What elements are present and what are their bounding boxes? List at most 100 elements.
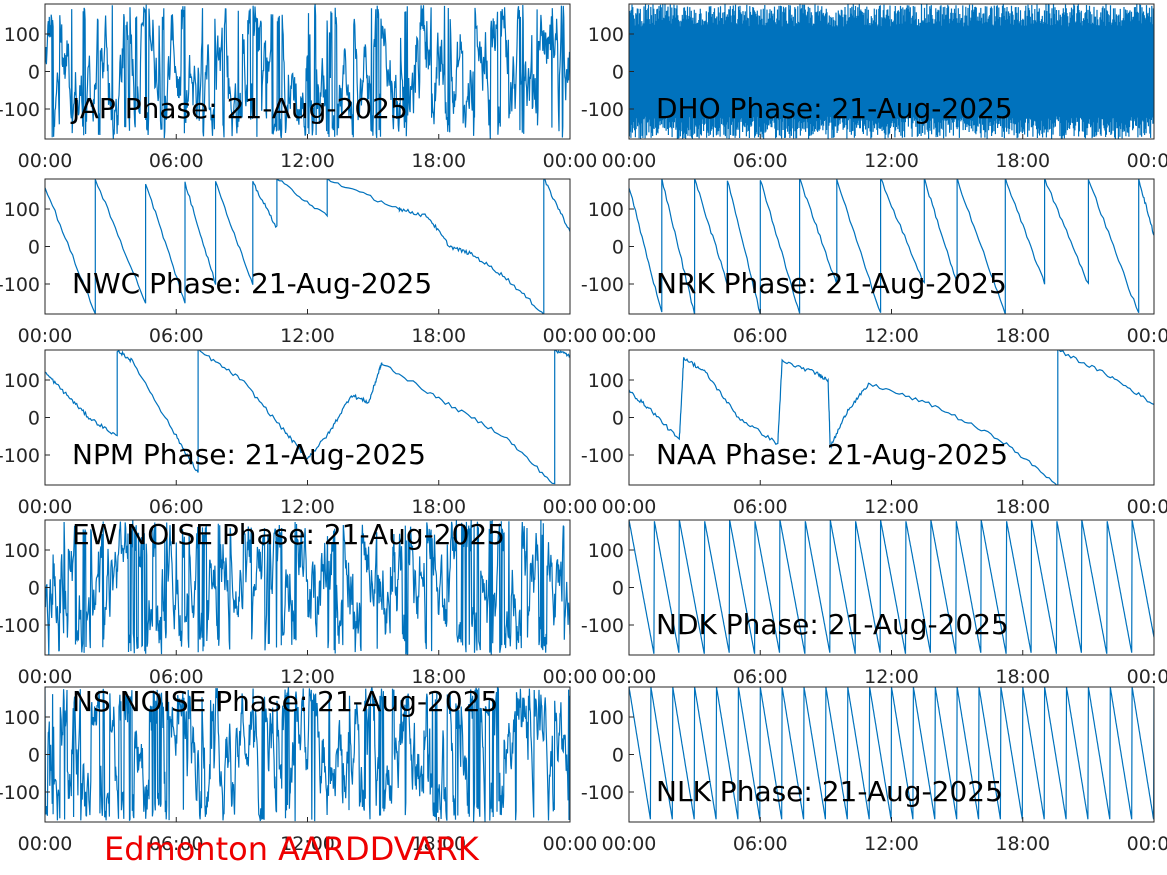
x-tick-label: 00:00 <box>602 666 657 688</box>
panel-2: 100 0 -100 00:00 06:00 12:00 18:00 00:00 DHO Pha… <box>581 3 1167 172</box>
x-tick-label: 06:00 <box>733 666 788 688</box>
x-tick-label: 06:00 <box>733 325 788 347</box>
x-tick-label: 00:00 <box>1127 833 1167 855</box>
x-tick-label: 12:00 <box>864 325 919 347</box>
x-tick-label: 00:00 <box>602 325 657 347</box>
panel-5: 100 0 -100 00:00 06:00 12:00 18:00 00:00 NPM Pha… <box>0 349 598 518</box>
panel-6: 100 0 -100 00:00 06:00 12:00 18:00 00:00 NAA Pha… <box>581 349 1167 518</box>
x-tick-label: 00:00 <box>543 150 598 172</box>
y-tick-label: 100 <box>4 370 40 392</box>
y-tick-label: 100 <box>4 199 40 221</box>
y-tick-label: 0 <box>28 237 40 259</box>
phase-series-8 <box>629 520 1154 654</box>
y-tick-label: -100 <box>0 274 40 296</box>
x-tick-label: 00:00 <box>1127 666 1167 688</box>
panel-title: NWC Phase: 21-Aug-2025 <box>72 267 432 300</box>
panel-8: 100 0 -100 00:00 06:00 12:00 18:00 00:00 NDK Pha… <box>581 519 1167 688</box>
y-tick-label: -100 <box>0 445 40 467</box>
y-tick-label: -100 <box>581 782 624 804</box>
y-tick-label: 0 <box>612 745 624 767</box>
x-tick-label: 12:00 <box>280 325 335 347</box>
x-tick-label: 18:00 <box>411 496 466 518</box>
x-tick-label: 18:00 <box>411 833 466 855</box>
footer-label: Edmonton AARDDVARK <box>104 830 480 868</box>
x-tick-label: 12:00 <box>280 150 335 172</box>
x-tick-label: 00:00 <box>602 150 657 172</box>
panel-9: 100 0 -100 00:00 06:00 12:00 18:00 00:00 NS NOIS… <box>0 685 597 855</box>
phase-series-5 <box>45 350 570 485</box>
y-tick-label: 100 <box>4 24 40 46</box>
y-tick-label: 100 <box>588 24 624 46</box>
panel-title: EW NOISE Phase: 21-Aug-2025 <box>72 518 505 551</box>
x-tick-label: 18:00 <box>995 150 1050 172</box>
x-tick-label: 00:00 <box>543 496 598 518</box>
x-tick-label: 00:00 <box>18 150 73 172</box>
panel-1: 100 0 -100 00:00 06:00 12:00 18:00 00:00 JAP Pha… <box>0 3 598 172</box>
x-tick-label: 06:00 <box>733 833 788 855</box>
panel-title: NPM Phase: 21-Aug-2025 <box>72 438 426 471</box>
x-tick-label: 18:00 <box>411 666 466 688</box>
y-tick-label: 0 <box>28 578 40 600</box>
x-tick-label: 06:00 <box>733 150 788 172</box>
phase-series-1 <box>45 4 570 139</box>
y-tick-label: 0 <box>612 62 624 84</box>
phase-series-6 <box>629 350 1154 485</box>
x-tick-label: 00:00 <box>18 496 73 518</box>
y-tick-label: 100 <box>588 199 624 221</box>
y-tick-label: 0 <box>28 745 40 767</box>
phase-series-7 <box>45 520 570 655</box>
y-tick-label: 0 <box>28 62 40 84</box>
panel-title: NS NOISE Phase: 21-Aug-2025 <box>72 685 498 718</box>
x-tick-label: 00:00 <box>543 833 598 855</box>
y-tick-label: 0 <box>612 237 624 259</box>
panel-title: DHO Phase: 21-Aug-2025 <box>656 92 1013 125</box>
x-tick-label: 18:00 <box>995 496 1050 518</box>
y-tick-label: -100 <box>581 615 624 637</box>
x-tick-label: 00:00 <box>602 496 657 518</box>
y-tick-label: 0 <box>612 578 624 600</box>
x-tick-label: 00:00 <box>18 666 73 688</box>
y-tick-label: 100 <box>588 540 624 562</box>
x-tick-label: 18:00 <box>995 666 1050 688</box>
x-tick-label: 12:00 <box>280 833 335 855</box>
panels-group: 100 0 -100 00:00 06:00 12:00 18:00 00:00 JAP Pha… <box>0 3 1167 855</box>
x-tick-label: 00:00 <box>1127 150 1167 172</box>
y-tick-label: 100 <box>4 707 40 729</box>
panel-title: NAA Phase: 21-Aug-2025 <box>656 438 1008 471</box>
x-tick-label: 18:00 <box>411 150 466 172</box>
panel-title: NLK Phase: 21-Aug-2025 <box>656 775 1003 808</box>
x-tick-label: 12:00 <box>864 666 919 688</box>
x-tick-label: 06:00 <box>149 666 204 688</box>
x-tick-label: 06:00 <box>149 833 204 855</box>
x-tick-label: 06:00 <box>149 150 204 172</box>
y-tick-label: 100 <box>588 707 624 729</box>
y-tick-label: 0 <box>28 408 40 430</box>
x-tick-label: 00:00 <box>1127 496 1167 518</box>
y-tick-label: -100 <box>581 274 624 296</box>
x-tick-label: 18:00 <box>995 325 1050 347</box>
panel-7: 100 0 -100 00:00 06:00 12:00 18:00 00:00 EW NOIS… <box>0 518 597 688</box>
y-tick-label: -100 <box>0 615 40 637</box>
x-tick-label: 06:00 <box>733 496 788 518</box>
y-tick-label: -100 <box>0 782 40 804</box>
panel-title: NRK Phase: 21-Aug-2025 <box>656 267 1007 300</box>
phase-series-2 <box>629 4 1154 139</box>
x-tick-label: 00:00 <box>1127 325 1167 347</box>
x-tick-label: 00:00 <box>543 666 598 688</box>
phase-series-4 <box>629 179 1154 314</box>
panel-4: 100 0 -100 00:00 06:00 12:00 18:00 00:00 NRK Pha… <box>581 178 1167 347</box>
x-tick-label: 00:00 <box>543 325 598 347</box>
y-tick-label: 0 <box>612 408 624 430</box>
y-tick-label: -100 <box>581 445 624 467</box>
x-tick-label: 18:00 <box>995 833 1050 855</box>
panel-10: 100 0 -100 00:00 06:00 12:00 18:00 00:00 NLK Pha… <box>581 686 1167 855</box>
x-tick-label: 18:00 <box>411 325 466 347</box>
x-tick-label: 00:00 <box>18 833 73 855</box>
y-tick-label: 100 <box>588 370 624 392</box>
x-tick-label: 12:00 <box>280 666 335 688</box>
panel-title: JAP Phase: 21-Aug-2025 <box>70 92 408 125</box>
y-tick-label: -100 <box>581 99 624 121</box>
phase-series-3 <box>45 179 570 314</box>
x-tick-label: 12:00 <box>864 150 919 172</box>
